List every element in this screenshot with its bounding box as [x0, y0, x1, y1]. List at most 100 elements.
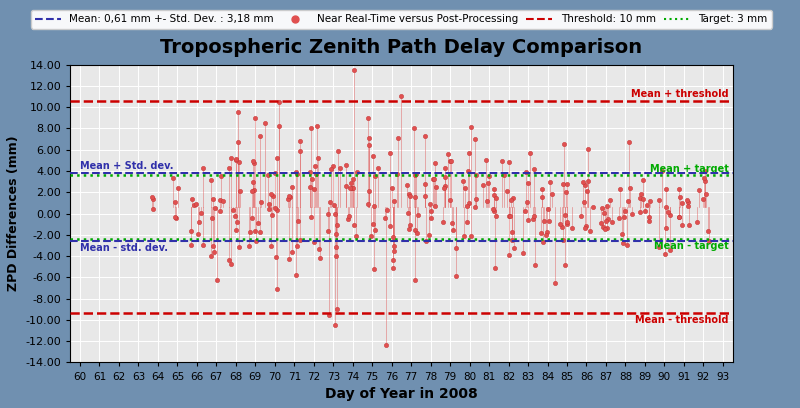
Point	[446, 220, 458, 226]
Point	[558, 141, 570, 147]
Point	[561, 220, 574, 227]
Point	[290, 169, 302, 176]
Point	[324, 199, 337, 205]
Point	[560, 188, 573, 195]
Point	[566, 225, 578, 231]
Point	[168, 198, 181, 205]
Point	[348, 222, 361, 228]
Point	[501, 188, 514, 194]
Point	[330, 306, 343, 313]
Point	[577, 179, 590, 186]
Point	[383, 150, 396, 156]
Point	[345, 180, 358, 186]
Point	[488, 208, 501, 215]
Point	[702, 228, 715, 234]
Point	[347, 67, 360, 73]
Point	[505, 197, 518, 203]
Point	[230, 227, 242, 233]
Point	[362, 142, 375, 149]
Point	[290, 171, 303, 177]
Point	[698, 175, 710, 182]
Point	[294, 148, 306, 155]
Point	[581, 188, 594, 194]
Point	[409, 277, 422, 283]
Point	[346, 175, 359, 182]
Point	[363, 187, 376, 194]
Point	[292, 217, 305, 224]
Point	[266, 193, 279, 200]
Point	[438, 164, 451, 171]
Point	[422, 232, 435, 238]
Point	[637, 196, 650, 202]
Point	[575, 212, 588, 219]
Point	[263, 201, 276, 208]
Point	[490, 213, 502, 220]
Point	[381, 206, 394, 213]
Point	[269, 205, 282, 211]
Point	[171, 184, 184, 191]
Point	[249, 228, 262, 234]
Point	[692, 187, 705, 194]
Point	[664, 211, 677, 218]
Point	[643, 213, 656, 220]
Point	[307, 186, 320, 193]
Point	[325, 166, 338, 173]
Point	[214, 173, 227, 180]
Point	[230, 157, 242, 164]
Point	[386, 257, 399, 264]
Point	[245, 188, 258, 195]
Point	[197, 165, 210, 171]
Point	[188, 202, 201, 208]
Point	[616, 231, 629, 237]
Point	[527, 165, 540, 172]
Point	[147, 196, 160, 202]
Point	[367, 266, 380, 273]
Point	[690, 219, 703, 225]
Point	[246, 179, 259, 186]
Point	[653, 197, 666, 203]
Point	[438, 183, 451, 189]
Point	[214, 196, 227, 203]
Title: Tropospheric Zenith Path Delay Comparison: Tropospheric Zenith Path Delay Compariso…	[160, 38, 642, 58]
Point	[304, 214, 317, 221]
Point	[535, 186, 548, 193]
Point	[482, 180, 494, 186]
Point	[368, 203, 381, 210]
Point	[366, 153, 379, 160]
Point	[656, 168, 669, 175]
Point	[537, 217, 550, 224]
Point	[249, 237, 262, 244]
Point	[634, 190, 647, 197]
Point	[207, 196, 220, 202]
Point	[361, 115, 374, 121]
Point	[365, 233, 378, 239]
Point	[209, 204, 222, 211]
Point	[428, 176, 441, 183]
Point	[597, 224, 610, 231]
Point	[293, 237, 306, 244]
Point	[402, 209, 414, 216]
Point	[224, 261, 237, 268]
Point	[185, 242, 198, 248]
Point	[662, 208, 675, 215]
Y-axis label: ZPD Differences (mm): ZPD Differences (mm)	[7, 136, 20, 291]
Point	[410, 170, 422, 177]
Point	[408, 124, 421, 131]
Point	[557, 181, 570, 188]
Point	[603, 197, 616, 204]
Point	[332, 148, 345, 155]
Point	[255, 199, 268, 206]
Point	[246, 157, 259, 164]
Point	[330, 253, 342, 259]
Point	[194, 210, 207, 216]
Point	[185, 228, 198, 235]
Point	[418, 193, 431, 199]
Point	[346, 184, 358, 191]
Point	[230, 156, 242, 162]
Point	[506, 228, 518, 235]
Point	[482, 173, 495, 180]
Point	[387, 198, 400, 205]
Point	[223, 165, 236, 171]
Point	[186, 195, 199, 202]
Point	[507, 244, 520, 251]
